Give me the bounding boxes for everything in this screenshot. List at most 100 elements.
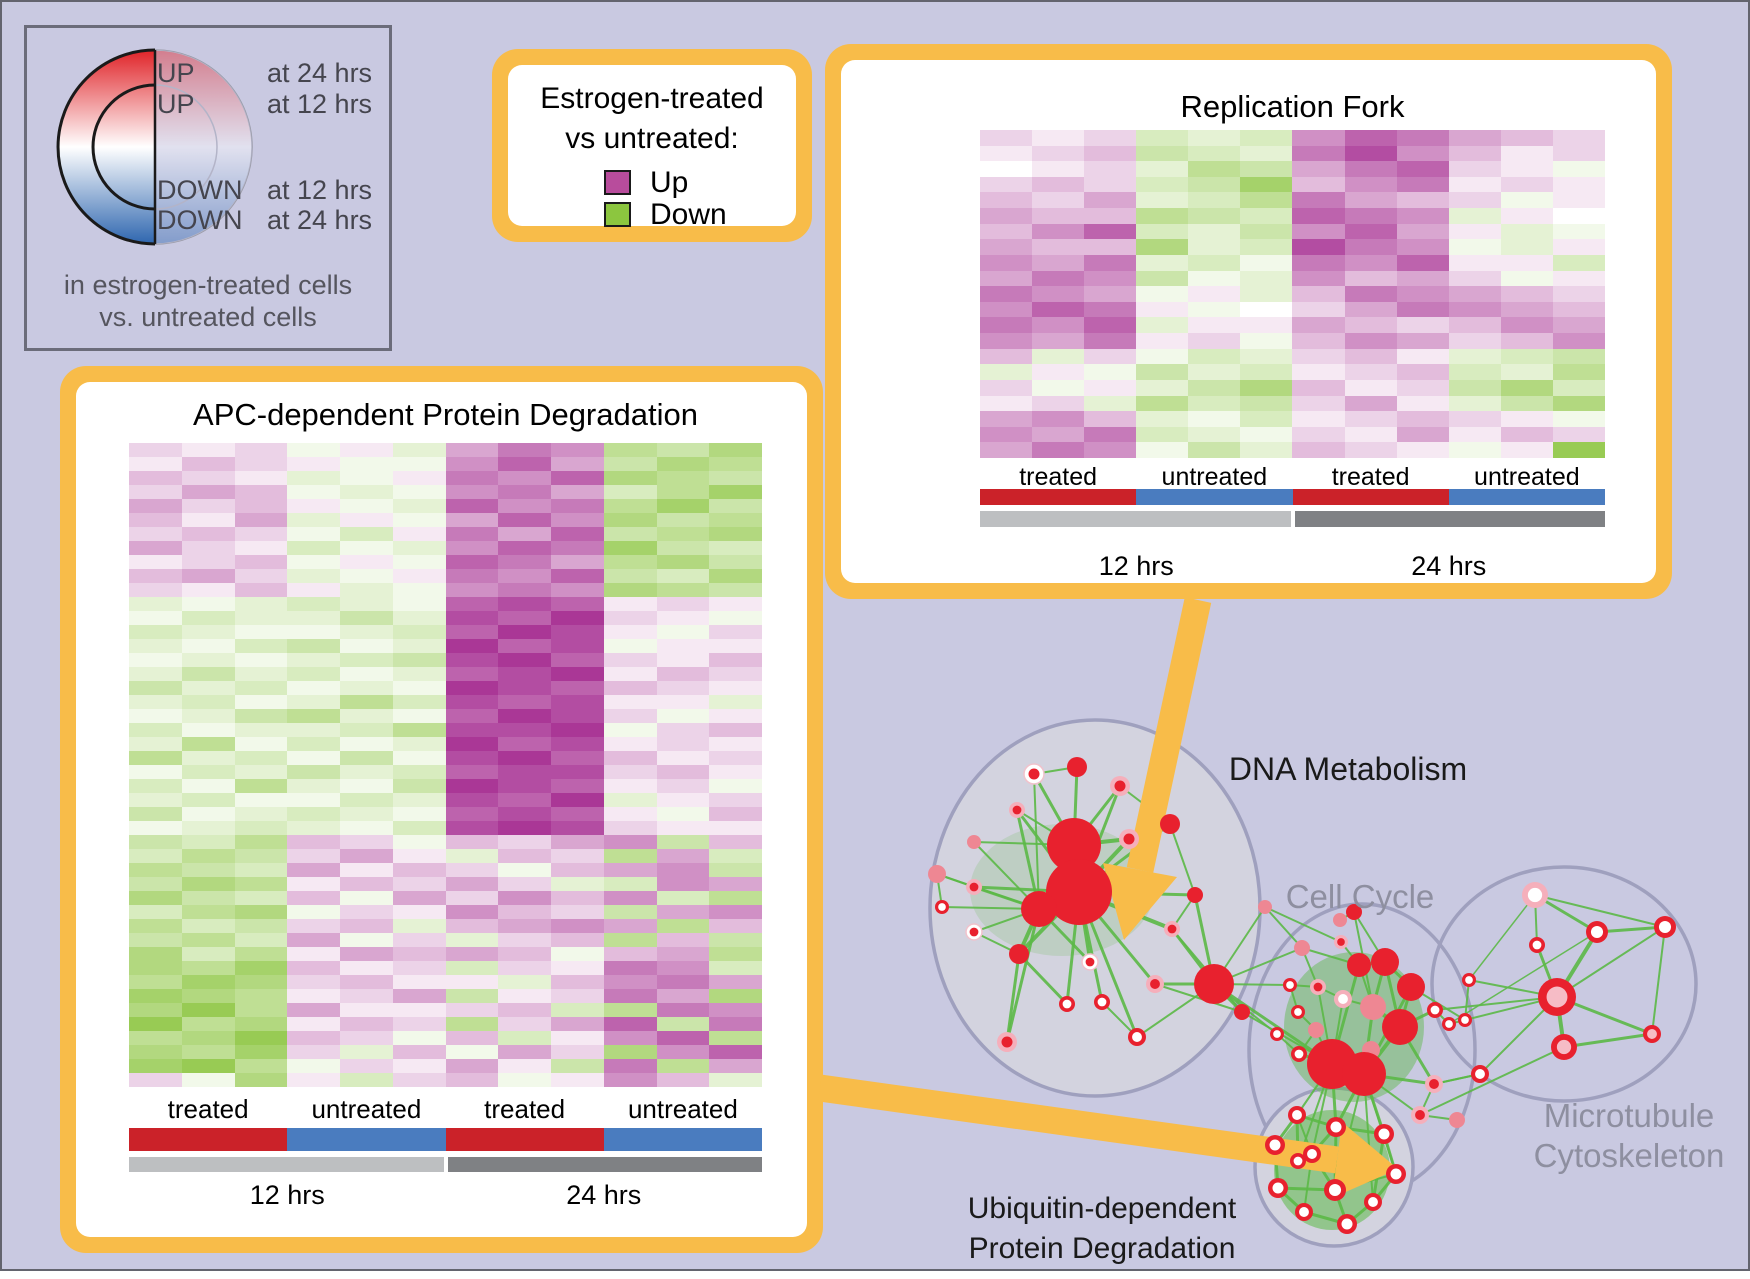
heatmap-cell — [1344, 208, 1397, 224]
heatmap-cell — [287, 877, 340, 891]
heatmap-cell — [656, 555, 710, 569]
heatmap-cell — [551, 919, 604, 933]
heatmap-cell — [1084, 442, 1137, 458]
heatmap-cell — [498, 653, 551, 667]
network-edge — [936, 873, 975, 888]
heatmap-cell — [234, 821, 288, 835]
heatmap-cell — [392, 1073, 446, 1087]
heatmap-cell — [340, 527, 393, 541]
heatmap-cell — [445, 877, 499, 891]
heatmap-cell — [445, 1017, 499, 1031]
heatmap-cell — [1552, 317, 1605, 334]
heatmap-cell — [1552, 208, 1605, 224]
heatmap-cell — [129, 611, 182, 625]
network-edge — [1017, 890, 1081, 956]
heatmap-cell — [181, 611, 235, 625]
heatmap-cell — [181, 527, 235, 541]
heatmap-cell — [392, 751, 446, 765]
heatmap-cell — [656, 541, 710, 555]
heatmap-cell — [1552, 130, 1605, 146]
heatmap-cell — [234, 485, 288, 499]
network-edge — [1073, 837, 1130, 847]
heatmap-cell — [287, 933, 340, 947]
heatmap-cell — [551, 653, 604, 667]
heatmap-cell — [234, 653, 288, 667]
network-edge — [1353, 911, 1374, 1008]
heatmap-cell — [181, 667, 235, 681]
network-edge — [1033, 766, 1078, 775]
heatmap-cell — [603, 1017, 657, 1031]
heatmap-cell — [980, 333, 1033, 349]
heatmap-cell — [551, 863, 604, 877]
heatmap-cell — [498, 569, 551, 583]
heatmap-cell — [129, 485, 182, 499]
network-edge — [1333, 1189, 1349, 1225]
heatmap-cell — [1032, 348, 1085, 365]
heatmap-cell — [1292, 208, 1345, 224]
heatmap-cell — [1136, 161, 1189, 177]
heatmap-cell — [234, 989, 288, 1003]
network-edge — [1005, 953, 1021, 1043]
heatmap-cell — [392, 583, 446, 597]
heatmap-cell — [234, 513, 288, 527]
heatmap-cell — [603, 1003, 657, 1017]
heatmap-cell — [1396, 442, 1449, 458]
heatmap-cell — [1396, 379, 1449, 396]
heatmap-cell — [1136, 333, 1189, 349]
gene-node-red-ring-white-core — [1128, 1028, 1146, 1046]
heatmap-cell — [603, 611, 657, 625]
heatmap-cell — [1084, 286, 1137, 302]
heatmap-cell — [709, 961, 762, 975]
heatmap-cell — [392, 779, 446, 793]
heatmap-cell — [603, 835, 657, 849]
heatmap-cell — [551, 989, 604, 1003]
heatmap-cell — [551, 765, 604, 779]
network-edge — [1353, 911, 1386, 963]
network-edge — [1433, 1073, 1481, 1085]
heatmap-cell — [234, 807, 288, 821]
network-edge — [973, 885, 1040, 911]
network-edge — [1015, 809, 1041, 910]
heatmap-cell — [980, 130, 1033, 146]
network-edge — [1535, 944, 1559, 998]
heatmap-cell — [498, 443, 551, 457]
heatmap-cell — [1552, 442, 1605, 458]
heatmap-cell — [1136, 145, 1189, 162]
heatmap-cell — [498, 975, 551, 989]
heatmap-cell — [340, 1045, 393, 1059]
heatmap-cell — [445, 457, 499, 471]
heatmap-cell — [1188, 348, 1241, 365]
heatmap-cell — [1344, 426, 1397, 443]
heatmap-cell — [603, 499, 657, 513]
heatmap-cell — [234, 443, 288, 457]
heatmap-cell — [656, 975, 710, 989]
heatmap-cell — [709, 737, 762, 751]
heatmap-cell — [287, 611, 340, 625]
heatmap-cell — [129, 989, 182, 1003]
heatmap-cell — [603, 751, 657, 765]
heatmap-cell — [603, 1059, 657, 1073]
heatmap-cell — [551, 1017, 604, 1031]
heatmap-cell — [498, 919, 551, 933]
heatmap-cell — [1188, 161, 1241, 177]
network-edge — [1419, 1114, 1458, 1121]
heatmap-cell — [340, 765, 393, 779]
heatmap-cell — [1188, 442, 1241, 458]
gene-node-pink-ring-red-core — [1334, 935, 1348, 949]
time-label: 24 hrs — [566, 1180, 642, 1210]
heatmap-cell — [1032, 395, 1085, 412]
heatmap-cell — [1344, 223, 1397, 240]
heatmap-cell — [340, 667, 393, 681]
heatmap-cell — [709, 765, 762, 779]
heatmap-cell — [603, 709, 657, 723]
ubiquitin-protein-degradation-label: Protein Degradation — [969, 1232, 1236, 1265]
heatmap-cell — [1292, 130, 1345, 146]
heatmap-cell — [1240, 395, 1293, 412]
network-edge — [1273, 1114, 1299, 1146]
network-edge — [1017, 908, 1041, 955]
heatmap-cell — [340, 975, 393, 989]
network-edge — [1331, 998, 1344, 1065]
heatmap-cell — [603, 1031, 657, 1045]
heatmap-cell — [445, 513, 499, 527]
heatmap-cell — [445, 933, 499, 947]
